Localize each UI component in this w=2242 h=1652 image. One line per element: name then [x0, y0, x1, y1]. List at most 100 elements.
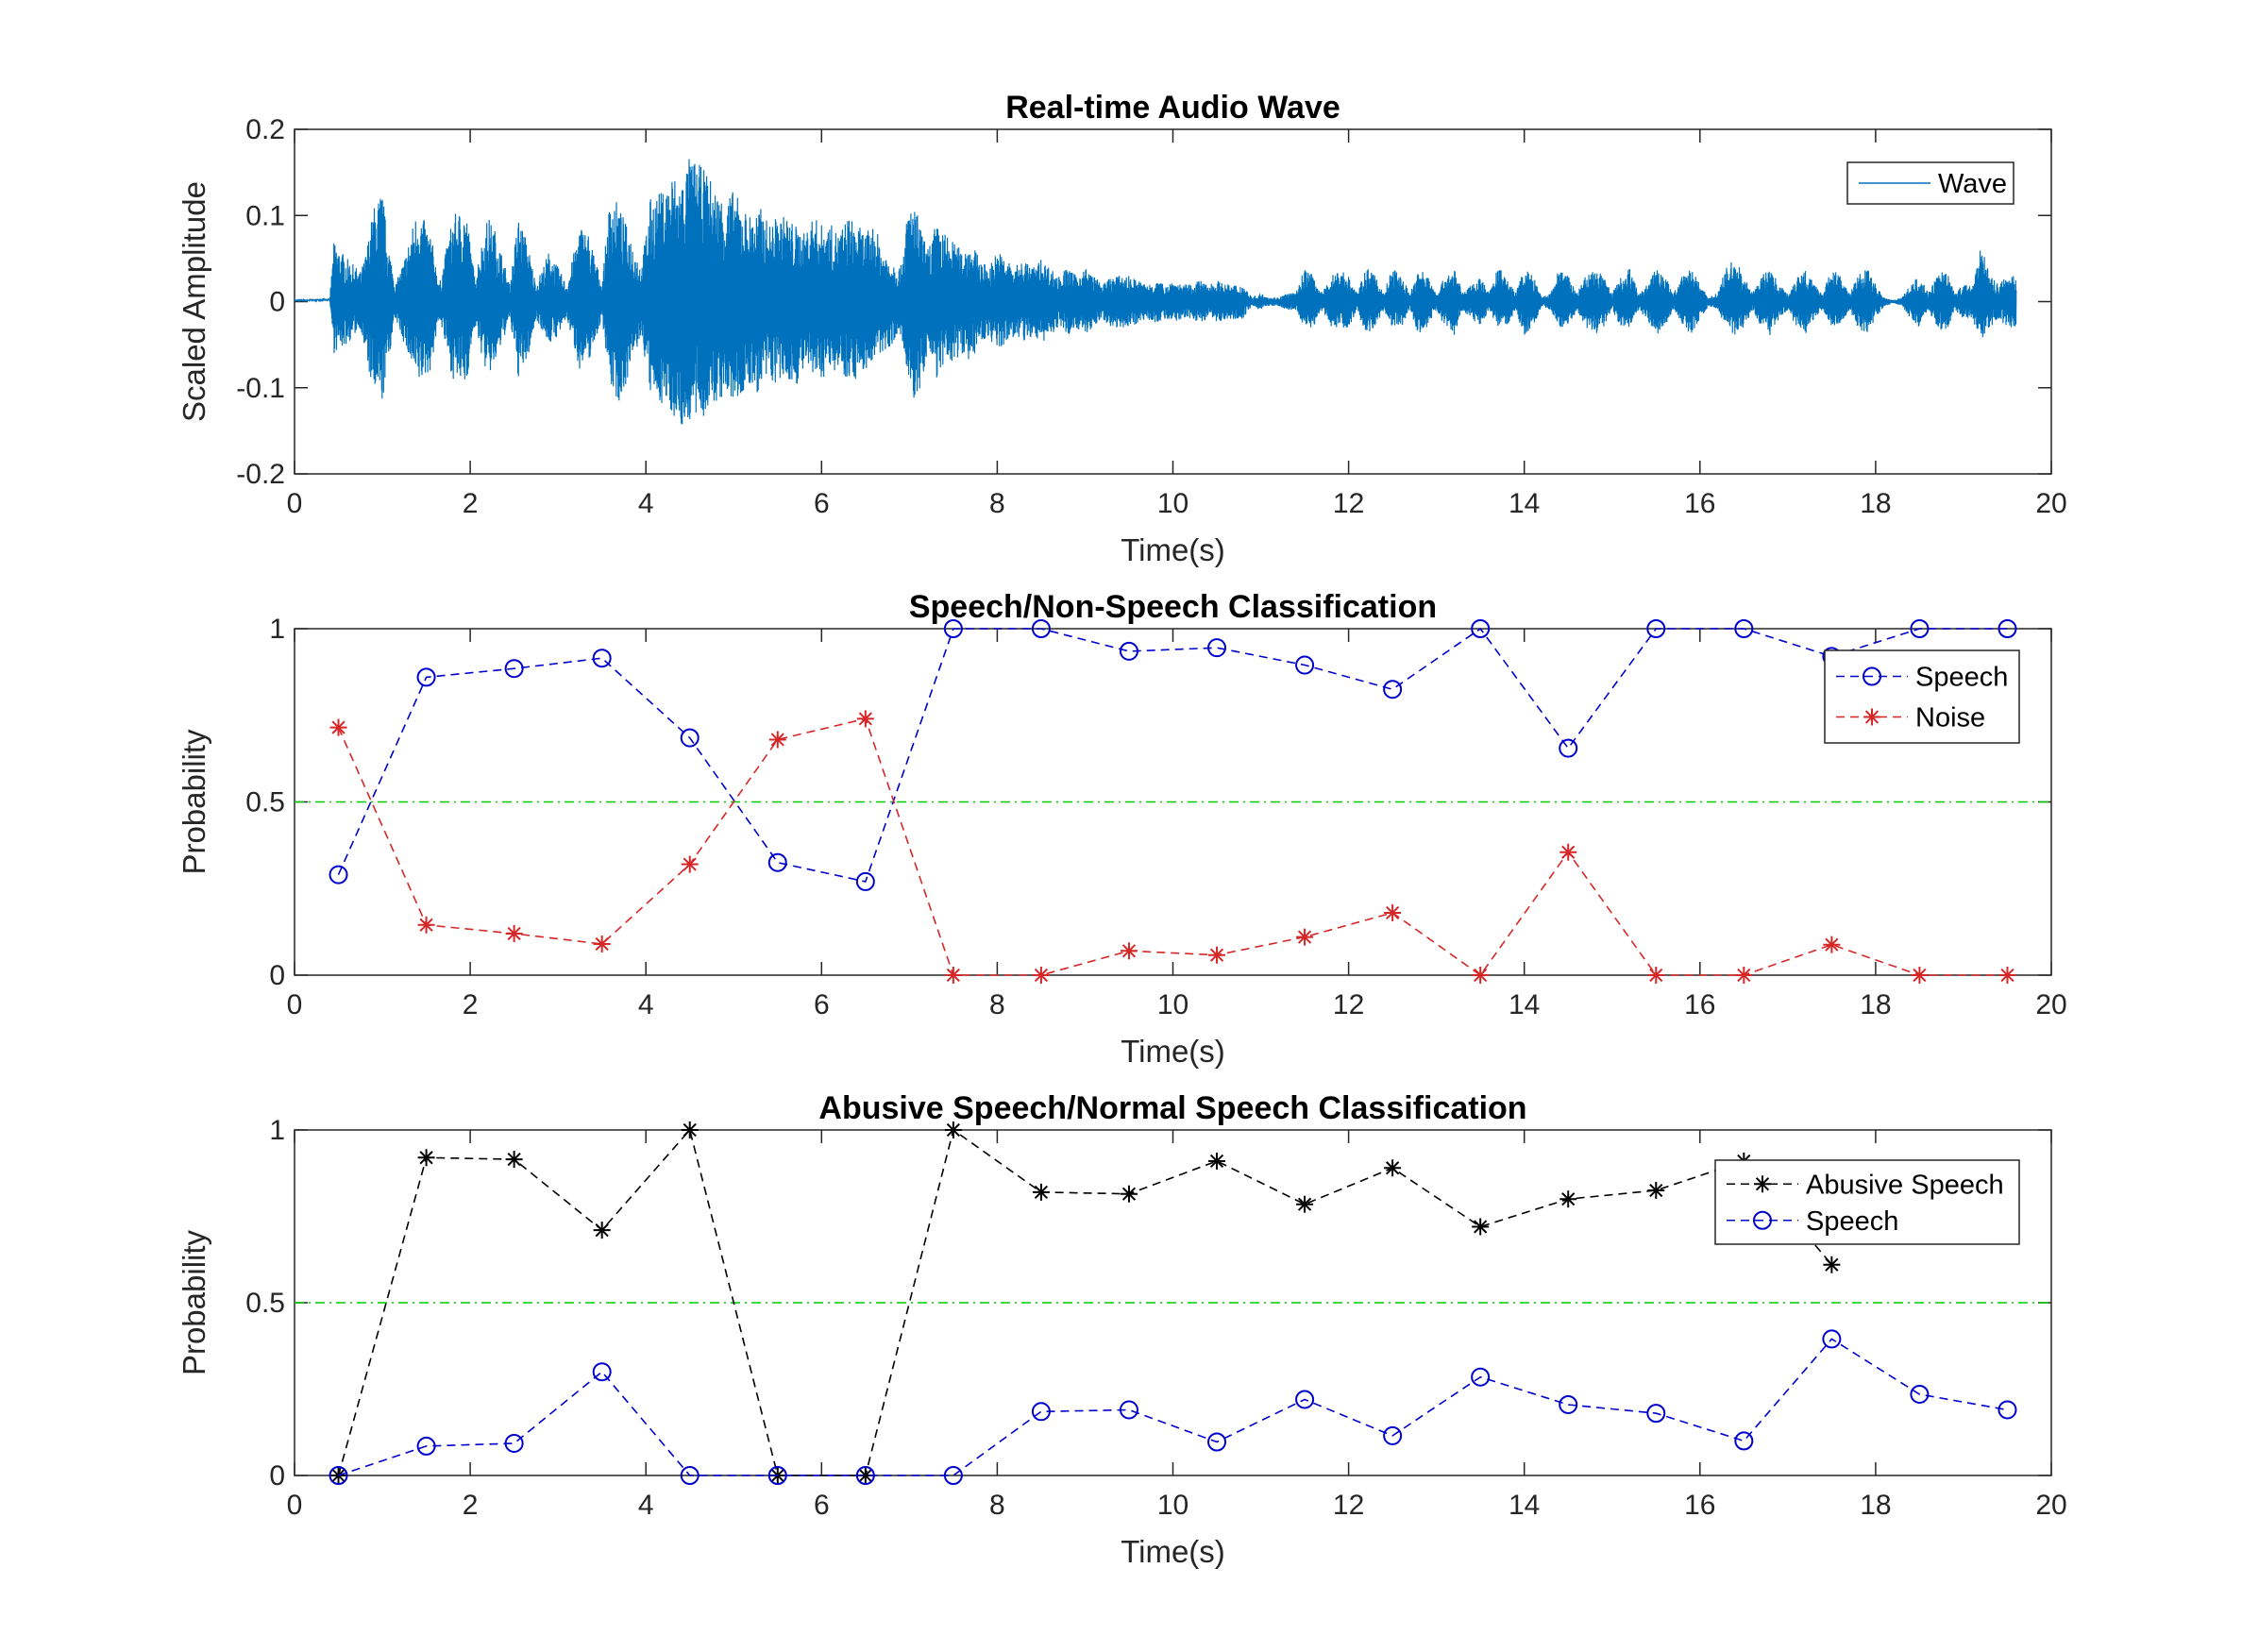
data-point: [1998, 967, 2016, 984]
x-tick-label: 16: [1684, 488, 1715, 519]
legend-label: Wave: [1938, 169, 2007, 199]
legend-marker: [1754, 1175, 1771, 1193]
legend-marker: [1863, 666, 1881, 686]
data-point: [856, 710, 874, 728]
wave-series-line: [295, 159, 2017, 425]
data-point: [505, 924, 523, 942]
data-point: [504, 1433, 524, 1453]
x-tick-label: 2: [463, 488, 479, 519]
legend-box: [1824, 649, 2020, 744]
data-point: [592, 649, 612, 668]
data-point: [329, 1466, 348, 1485]
data-point: [1296, 1195, 1314, 1213]
data-point: [1384, 903, 1402, 921]
data-point: [1207, 1432, 1227, 1452]
x-tick-label: 6: [814, 989, 830, 1020]
data-point: [768, 731, 786, 749]
x-tick-label: 18: [1860, 989, 1891, 1020]
x-tick-label: 6: [814, 488, 830, 519]
x-tick-label: 0: [287, 989, 303, 1020]
data-point: [1559, 1190, 1577, 1208]
x-axis-label: Time(s): [1121, 1534, 1225, 1569]
x-tick-label: 16: [1684, 1490, 1715, 1521]
legend-label: Noise: [1915, 703, 1985, 733]
x-tick-label: 14: [1509, 488, 1540, 519]
data-point: [1119, 1400, 1138, 1420]
x-tick-label: 20: [2035, 488, 2066, 519]
data-point: [767, 852, 787, 872]
y-tick-label: 0.2: [245, 114, 285, 145]
data-point: [1823, 1256, 1841, 1273]
y-tick-label: 1: [269, 1115, 285, 1146]
x-tick-label: 18: [1860, 488, 1891, 519]
data-point: [1998, 1400, 2017, 1420]
data-point: [1646, 1404, 1666, 1424]
chart-title: Real-time Audio Wave: [1005, 90, 1340, 126]
data-point: [1911, 967, 1929, 984]
legend-label: Speech: [1915, 663, 2008, 693]
series-speech: [329, 619, 2017, 891]
x-tick-label: 6: [814, 1490, 830, 1521]
legend: Wave: [1846, 161, 2014, 205]
x-axis-label: Time(s): [1121, 532, 1225, 567]
data-point: [1734, 1431, 1754, 1451]
x-tick-label: 18: [1860, 1490, 1891, 1521]
data-point: [1647, 1182, 1665, 1200]
data-point: [855, 871, 875, 891]
data-point: [417, 916, 435, 934]
data-point: [1471, 1367, 1491, 1387]
data-point: [1559, 738, 1578, 758]
x-tick-label: 14: [1509, 1490, 1540, 1521]
x-tick-label: 12: [1333, 488, 1364, 519]
data-point: [593, 935, 611, 952]
data-point: [1822, 1329, 1842, 1349]
data-point: [1559, 843, 1577, 861]
data-point: [1295, 655, 1315, 675]
data-point: [680, 728, 700, 748]
x-tick-label: 8: [989, 1490, 1005, 1521]
x-tick-label: 4: [638, 989, 654, 1020]
data-point: [1471, 619, 1491, 638]
data-point: [1472, 967, 1490, 984]
y-tick-label: -0.1: [236, 373, 285, 404]
data-point: [1032, 1183, 1050, 1201]
series-speech: [329, 1329, 2017, 1485]
chart-title: Speech/Non-Speech Classification: [909, 589, 1437, 625]
legend-label: Speech: [1806, 1206, 1898, 1237]
series-noise: [329, 710, 2016, 984]
legend-marker: [1753, 1210, 1772, 1230]
plot-content: [295, 159, 2017, 425]
data-point: [681, 1121, 699, 1138]
data-point: [1384, 1159, 1402, 1177]
data-point: [1031, 1402, 1051, 1422]
data-point: [1295, 1390, 1315, 1409]
x-tick-label: 2: [463, 989, 479, 1020]
data-point: [1031, 619, 1051, 638]
data-point: [1646, 619, 1666, 638]
x-tick-label: 20: [2035, 1490, 2066, 1521]
data-point: [1296, 928, 1314, 946]
x-axis-label: Time(s): [1121, 1034, 1225, 1069]
y-tick-label: 0.5: [245, 1288, 285, 1319]
data-point: [1120, 942, 1138, 960]
data-point: [593, 1222, 611, 1239]
data-point: [944, 967, 962, 984]
data-point: [1207, 638, 1227, 658]
data-point: [1910, 1384, 1930, 1404]
data-point: [329, 718, 347, 736]
series-line: [337, 627, 2008, 883]
data-point: [329, 865, 348, 885]
legend-marker: [1863, 708, 1880, 726]
x-tick-label: 0: [287, 488, 303, 519]
data-point: [1383, 680, 1403, 700]
y-axis-label: Scaled Amplitude: [177, 181, 211, 422]
data-point: [943, 619, 963, 638]
data-point: [416, 667, 436, 687]
x-tick-label: 4: [638, 488, 654, 519]
data-point: [944, 1121, 962, 1138]
legend: Speech Noise: [1824, 649, 2020, 744]
x-tick-label: 14: [1509, 989, 1540, 1020]
data-point: [1559, 1394, 1578, 1414]
y-tick-label: 0.5: [245, 787, 285, 818]
